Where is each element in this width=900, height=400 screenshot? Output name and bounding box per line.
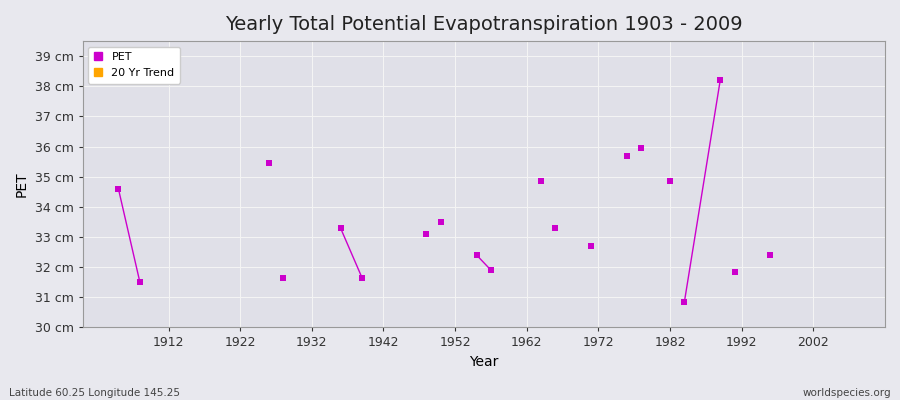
Point xyxy=(677,298,691,305)
Point xyxy=(620,152,634,159)
Text: Latitude 60.25 Longitude 145.25: Latitude 60.25 Longitude 145.25 xyxy=(9,388,180,398)
X-axis label: Year: Year xyxy=(469,355,499,369)
Point xyxy=(262,160,276,166)
Point xyxy=(112,186,126,192)
Point xyxy=(355,274,369,281)
Legend: PET, 20 Yr Trend: PET, 20 Yr Trend xyxy=(88,47,180,84)
Point xyxy=(634,145,649,151)
Point xyxy=(727,268,742,275)
Point xyxy=(713,77,727,84)
Point xyxy=(333,225,347,231)
Point xyxy=(470,252,484,258)
Point xyxy=(548,225,562,231)
Point xyxy=(484,267,499,273)
Point xyxy=(276,274,291,281)
Point xyxy=(534,178,548,184)
Point xyxy=(584,243,598,249)
Point xyxy=(763,252,778,258)
Text: worldspecies.org: worldspecies.org xyxy=(803,388,891,398)
Point xyxy=(663,178,678,184)
Point xyxy=(419,231,434,237)
Point xyxy=(132,279,147,286)
Point xyxy=(434,219,448,225)
Y-axis label: PET: PET xyxy=(15,172,29,197)
Title: Yearly Total Potential Evapotranspiration 1903 - 2009: Yearly Total Potential Evapotranspiratio… xyxy=(225,15,742,34)
